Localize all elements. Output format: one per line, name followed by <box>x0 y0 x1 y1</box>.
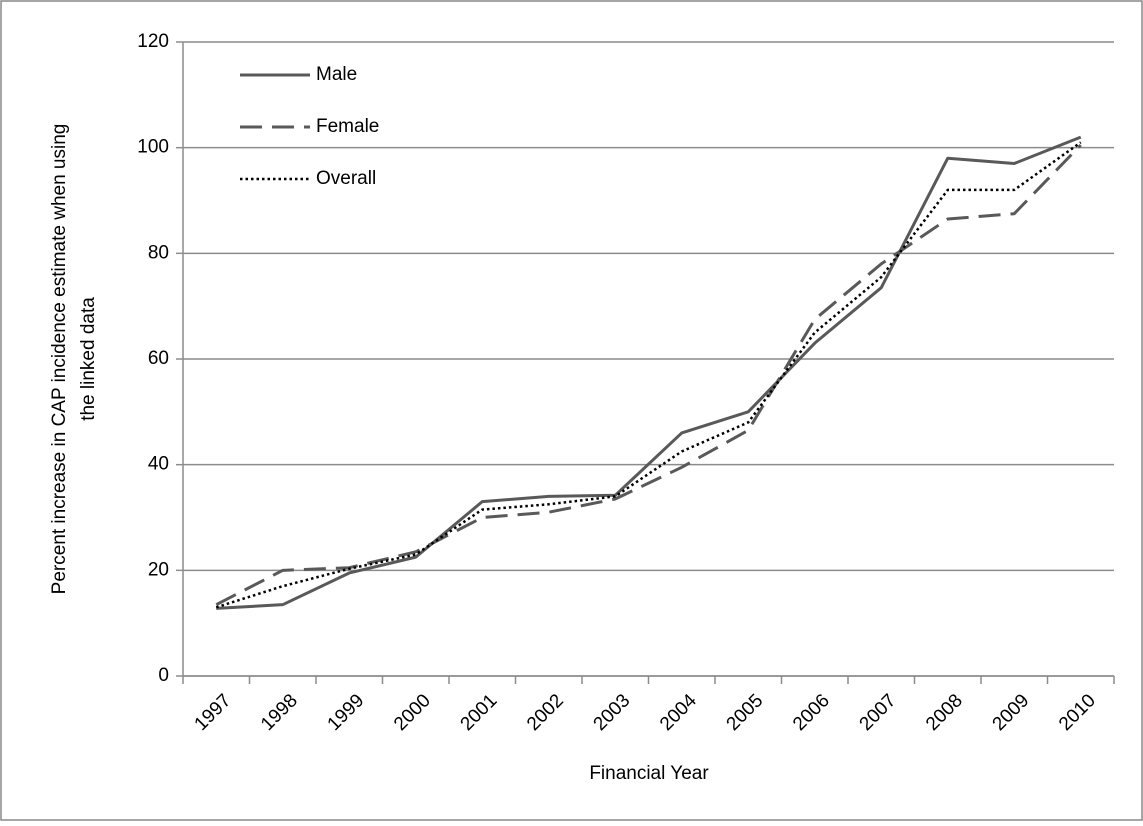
y-axis-title: the linked data <box>78 297 99 421</box>
y-tick-label: 120 <box>137 31 169 52</box>
line-series <box>215 143 1082 607</box>
y-tick-label: 40 <box>148 454 169 475</box>
x-axis-title: Financial Year <box>589 763 709 784</box>
y-tick-label: 100 <box>137 137 169 158</box>
y-axis-title: Percent increase in CAP incidence estima… <box>49 124 70 595</box>
legend-label: Overall <box>316 168 376 189</box>
line-series <box>216 135 1082 610</box>
line-series <box>215 141 1082 609</box>
legend-label: Female <box>316 116 379 137</box>
y-tick-label: 20 <box>148 559 169 580</box>
y-tick-label: 60 <box>148 348 169 369</box>
legend-label: Male <box>316 64 357 85</box>
y-tick-label: 0 <box>158 665 169 686</box>
y-tick-label: 80 <box>148 242 169 263</box>
